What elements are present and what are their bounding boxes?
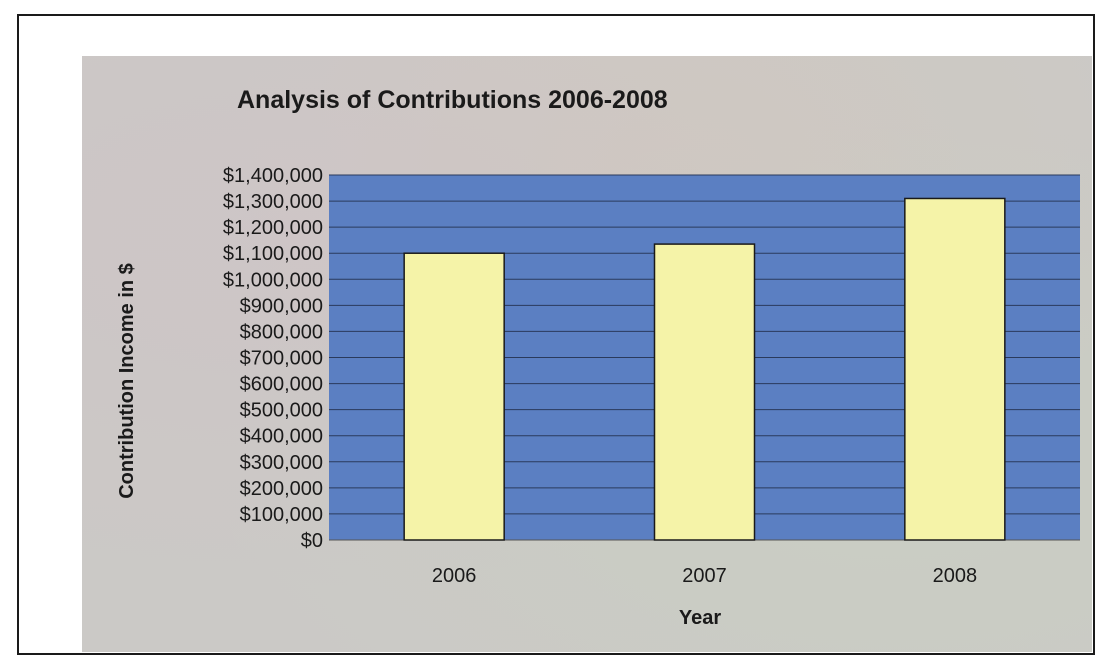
x-axis-title: Year: [679, 607, 721, 629]
y-tick-label: $0: [301, 530, 323, 552]
y-tick-label: $400,000: [240, 426, 323, 448]
bar: [653, 243, 756, 541]
y-tick-label: $100,000: [240, 504, 323, 526]
x-axis-ticks: 2006 2007 2008: [432, 565, 977, 587]
y-axis-title: Contribution Income in $: [116, 263, 138, 499]
chart-area: Analysis of Contributions 2006-2008 $0 $1…: [82, 56, 1092, 652]
y-axis-ticks: $0 $100,000 $200,000 $300,000 $400,000 $500,0…: [223, 165, 323, 552]
x-tick-label: 2008: [933, 565, 978, 587]
y-tick-label: $300,000: [240, 452, 323, 474]
bars: [403, 197, 1006, 541]
figure-frame: Analysis of Contributions 2006-2008 $0 $1…: [17, 14, 1095, 655]
y-tick-label: $1,400,000: [223, 165, 323, 187]
bar-chart: Analysis of Contributions 2006-2008 $0 $1…: [116, 86, 1080, 629]
y-tick-label: $200,000: [240, 478, 323, 500]
y-tick-label: $1,300,000: [223, 191, 323, 213]
y-tick-label: $1,100,000: [223, 243, 323, 265]
bar: [904, 197, 1006, 541]
bar: [403, 252, 505, 541]
chart-title: Analysis of Contributions 2006-2008: [237, 86, 668, 114]
y-tick-label: $800,000: [240, 321, 323, 343]
y-tick-label: $500,000: [240, 400, 323, 422]
y-tick-label: $700,000: [240, 348, 323, 370]
y-tick-label: $1,000,000: [223, 269, 323, 291]
y-tick-label: $900,000: [240, 295, 323, 317]
y-tick-label: $600,000: [240, 374, 323, 396]
x-tick-label: 2007: [682, 565, 727, 587]
x-tick-label: 2006: [432, 565, 477, 587]
y-tick-label: $1,200,000: [223, 217, 323, 239]
